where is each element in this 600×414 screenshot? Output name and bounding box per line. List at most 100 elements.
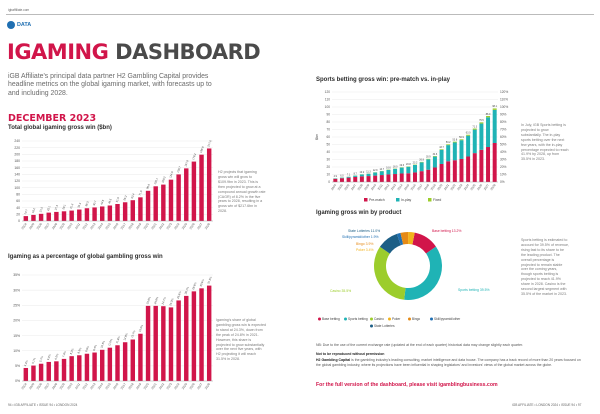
y-tick-label: 60 (16, 199, 20, 203)
data-label: 139.7 (176, 165, 182, 173)
data-label: 21.5 (38, 206, 44, 213)
bar (77, 209, 82, 221)
bar (122, 202, 128, 221)
legend-swatch (370, 324, 373, 328)
data-label: 8.7 (354, 172, 358, 175)
x-tick-label: 2026 (476, 183, 483, 191)
x-tick-label: 2017 (120, 222, 127, 230)
x-tick-label: 2005 (28, 222, 35, 230)
legend-swatch (370, 317, 373, 321)
x-tick-label: 2028 (204, 222, 211, 230)
sports-note: In July, iGB Sports betting is projected… (521, 123, 569, 162)
dashboard-link[interactable]: For the full version of the dashboard, p… (316, 382, 498, 388)
data-label: 51.0 (115, 196, 121, 203)
bar-segment (406, 173, 411, 182)
bar (92, 352, 97, 381)
x-tick-label: 2021 (150, 222, 157, 230)
slice-label: Sports betting 39.5% (458, 288, 489, 292)
bar (191, 291, 197, 381)
pie-slice (396, 232, 404, 246)
y2-tick-label: 60% (500, 135, 507, 139)
y-axis-label: $bn (315, 134, 319, 140)
data-label: 8.5% (76, 346, 82, 354)
legend-label: Casino (374, 317, 384, 321)
x-tick-label: 2019 (430, 183, 437, 191)
bar (184, 295, 189, 381)
bar-segment (359, 174, 364, 177)
legend-swatch (344, 317, 347, 321)
data-label: 8.2% (69, 347, 75, 355)
x-tick-label: 2017 (416, 183, 423, 191)
bar-segment (406, 166, 411, 174)
x-tick-label: 2017 (120, 382, 127, 390)
pie-slice (379, 233, 401, 254)
bar-segment (446, 144, 451, 146)
x-tick-label: 2014 (97, 222, 104, 230)
x-tick-label: 2013 (390, 183, 397, 191)
x-tick-label: 2026 (188, 222, 195, 230)
x-tick-label: 2022 (450, 183, 457, 191)
bar-segment (432, 167, 437, 182)
bar (115, 204, 120, 221)
data-label: 12.8% (122, 332, 129, 341)
y-tick-label: 110 (325, 98, 330, 102)
x-tick-label: 2023 (166, 382, 173, 390)
legend-label: Fixed (433, 198, 441, 202)
bar-segment (413, 164, 417, 173)
x-tick-label: 2009 (59, 222, 66, 230)
bar (191, 161, 197, 221)
percentage-chart-title: Igaming as a percentage of global gambli… (8, 254, 163, 260)
bar-segment (346, 176, 351, 178)
bar (122, 342, 128, 381)
legend-swatch (396, 198, 400, 202)
x-tick-label: 2020 (436, 183, 443, 191)
legend-swatch (430, 317, 433, 321)
data-label: 40.7 (92, 200, 98, 207)
section-icon (7, 21, 15, 29)
bar (46, 361, 51, 381)
data-label: 98.1 (492, 105, 497, 108)
x-tick-label: 2011 (74, 382, 81, 390)
x-tick-label: 2004 (20, 222, 27, 230)
data-label: 13.7% (130, 329, 137, 338)
data-label: 14.7 (379, 168, 384, 171)
data-label: 30.6% (199, 278, 206, 287)
x-tick-label: 2027 (196, 222, 203, 230)
y2-tick-label: 70% (500, 128, 507, 132)
bar (115, 345, 120, 381)
data-label: 18.2 (31, 207, 37, 214)
y-tick-label: 20 (326, 165, 330, 169)
data-label: 20.8 (406, 163, 411, 166)
y2-tick-label: 50% (500, 143, 507, 147)
x-tick-label: 2026 (188, 382, 195, 390)
page-title-part1: IGAMING (7, 40, 109, 64)
data-label: 53.8 (453, 138, 458, 141)
data-label: 28.1% (183, 286, 190, 295)
data-label: 178.2 (191, 152, 197, 160)
data-label: 50.2 (446, 141, 451, 144)
data-label: 31.5% (206, 275, 213, 284)
y-tick-label: 40 (16, 206, 20, 210)
data-label: 6.5% (54, 352, 60, 360)
data-label: 25.1 (46, 205, 52, 212)
data-label: 26.6% (176, 290, 183, 299)
slice-label: Poker 3.4% (356, 248, 374, 252)
bar (107, 347, 113, 381)
bar-segment (452, 142, 457, 161)
y2-tick-label: 90% (500, 113, 507, 117)
x-tick-label: 2020 (143, 222, 150, 230)
bar-segment (446, 161, 451, 182)
y-tick-label: 0 (18, 219, 20, 223)
bar-segment (393, 168, 398, 175)
bar-segment (459, 158, 464, 182)
data-label: 104.1 (153, 177, 159, 185)
data-label: 71.0 (138, 189, 144, 196)
x-tick-label: 2019 (135, 382, 142, 390)
data-label: 14.7 (23, 208, 29, 215)
legend-label: Base betting (322, 317, 340, 321)
bar-segment (452, 141, 457, 143)
bar-segment (439, 149, 444, 164)
pie-slice (408, 232, 415, 245)
x-tick-label: 2016 (112, 222, 119, 230)
site-url[interactable]: igbaffiliate.com (8, 8, 30, 12)
